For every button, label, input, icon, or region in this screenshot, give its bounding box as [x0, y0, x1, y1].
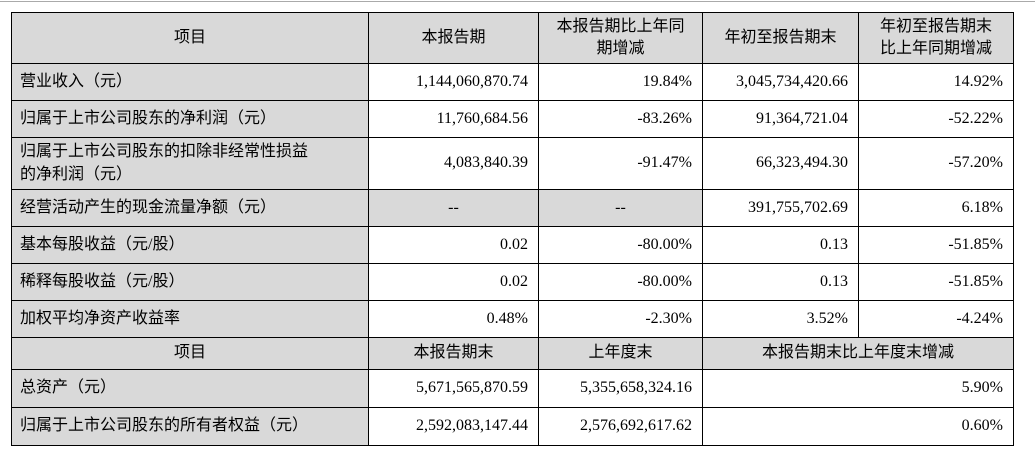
header-period-end-change: 本报告期末比上年度末增减	[702, 337, 1014, 370]
row-label: 经营活动产生的现金流量净额（元）	[11, 189, 369, 227]
header-item: 项目	[11, 12, 369, 64]
value-cell: 66,323,494.30	[702, 137, 859, 190]
financial-summary-table: 项目 本报告期 本报告期比上年同 期增减 年初至报告期末 年初至报告期末 比上年…	[11, 12, 1014, 446]
value-cell: 5.90%	[702, 369, 1014, 408]
row-label: 归属于上市公司股东的净利润（元）	[11, 100, 369, 138]
header-current-period-change: 本报告期比上年同 期增减	[538, 12, 703, 64]
value-cell: -80.00%	[538, 226, 703, 264]
table-row-diluted-eps: 稀释每股收益（元/股） 0.02 -80.00% 0.13 -51.85%	[11, 263, 1014, 301]
header-ytd-change: 年初至报告期末 比上年同期增减	[858, 12, 1014, 64]
value-cell: 0.13	[702, 263, 859, 301]
value-cell: -51.85%	[858, 263, 1014, 301]
value-cell: -4.24%	[858, 300, 1014, 338]
value-cell: 4,083,840.39	[368, 137, 539, 190]
value-cell: 3.52%	[702, 300, 859, 338]
value-cell: 3,045,734,420.66	[702, 63, 859, 101]
balance-header-row: 项目 本报告期末 上年度末 本报告期末比上年度末增减	[11, 337, 1014, 370]
value-cell: -57.20%	[858, 137, 1014, 190]
value-cell: 1,144,060,870.74	[368, 63, 539, 101]
value-cell: -52.22%	[858, 100, 1014, 138]
value-cell: 0.02	[368, 263, 539, 301]
value-cell: -83.26%	[538, 100, 703, 138]
value-cell: 6.18%	[858, 189, 1014, 227]
header-current-period: 本报告期	[368, 12, 539, 64]
header-period-end: 本报告期末	[368, 337, 539, 370]
table-row-net-profit: 归属于上市公司股东的净利润（元） 11,760,684.56 -83.26% 9…	[11, 100, 1014, 138]
value-cell: 19.84%	[538, 63, 703, 101]
value-cell: -91.47%	[538, 137, 703, 190]
value-cell: 5,355,658,324.16	[538, 369, 703, 408]
value-cell: 11,760,684.56	[368, 100, 539, 138]
value-cell-na: --	[538, 189, 703, 227]
header-prior-year-end: 上年度末	[538, 337, 703, 370]
value-cell-na: --	[368, 189, 539, 227]
summary-header-row: 项目 本报告期 本报告期比上年同 期增减 年初至报告期末 年初至报告期末 比上年…	[11, 12, 1014, 64]
row-label: 基本每股收益（元/股）	[11, 226, 369, 264]
header-ytd: 年初至报告期末	[702, 12, 859, 64]
value-cell: 0.02	[368, 226, 539, 264]
page-top-divider	[0, 1, 1035, 2]
value-cell: -2.30%	[538, 300, 703, 338]
value-cell: 0.48%	[368, 300, 539, 338]
table-row-basic-eps: 基本每股收益（元/股） 0.02 -80.00% 0.13 -51.85%	[11, 226, 1014, 264]
row-label: 加权平均净资产收益率	[11, 300, 369, 338]
header-item: 项目	[11, 337, 369, 370]
table-row-net-profit-excl-nonrecurring: 归属于上市公司股东的扣除非经常性损益 的净利润（元） 4,083,840.39 …	[11, 137, 1014, 190]
table-row-weighted-avg-roe: 加权平均净资产收益率 0.48% -2.30% 3.52% -4.24%	[11, 300, 1014, 338]
table-row-equity-attributable: 归属于上市公司股东的所有者权益（元） 2,592,083,147.44 2,57…	[11, 407, 1014, 446]
value-cell: 91,364,721.04	[702, 100, 859, 138]
value-cell: 0.60%	[702, 407, 1014, 446]
value-cell: 5,671,565,870.59	[368, 369, 539, 408]
value-cell: -80.00%	[538, 263, 703, 301]
table-row-operating-revenue: 营业收入（元） 1,144,060,870.74 19.84% 3,045,73…	[11, 63, 1014, 101]
table-row-operating-cash-flow: 经营活动产生的现金流量净额（元） -- -- 391,755,702.69 6.…	[11, 189, 1014, 227]
row-label: 营业收入（元）	[11, 63, 369, 101]
value-cell: 391,755,702.69	[702, 189, 859, 227]
value-cell: 2,592,083,147.44	[368, 407, 539, 446]
table-row-total-assets: 总资产（元） 5,671,565,870.59 5,355,658,324.16…	[11, 369, 1014, 408]
row-label: 归属于上市公司股东的所有者权益（元）	[11, 407, 369, 446]
value-cell: 14.92%	[858, 63, 1014, 101]
value-cell: 0.13	[702, 226, 859, 264]
row-label: 总资产（元）	[11, 369, 369, 408]
value-cell: 2,576,692,617.62	[538, 407, 703, 446]
row-label: 归属于上市公司股东的扣除非经常性损益 的净利润（元）	[11, 137, 369, 190]
row-label: 稀释每股收益（元/股）	[11, 263, 369, 301]
value-cell: -51.85%	[858, 226, 1014, 264]
